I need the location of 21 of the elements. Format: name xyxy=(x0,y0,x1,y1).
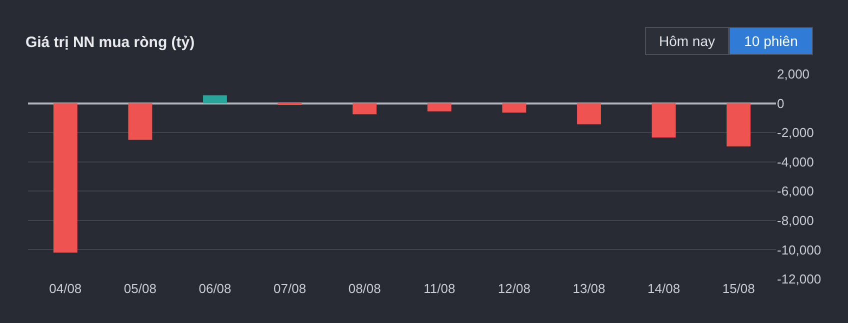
y-tick-label: 2,000 xyxy=(777,66,810,82)
y-tick-label: -8,000 xyxy=(777,212,814,228)
text: 10 phiên xyxy=(744,33,798,49)
x-tick-label: 08/08 xyxy=(348,281,381,296)
x-tick-label: 07/08 xyxy=(274,281,306,296)
x-tick-label: 13/08 xyxy=(572,281,606,296)
x-tick-label: 15/08 xyxy=(722,281,755,296)
x-tick-label: 11/08 xyxy=(424,281,456,296)
x-tick-label: 06/08 xyxy=(198,281,232,296)
y-tick-label: -4,000 xyxy=(777,154,814,170)
y-tick-label: -12,000 xyxy=(777,272,822,287)
y-tick-label: -2,000 xyxy=(777,125,814,140)
y-tick-label: -6,000 xyxy=(777,184,814,199)
y-tick-label: 0 xyxy=(777,96,784,111)
x-tick-label: 12/08 xyxy=(498,281,530,296)
y-tick-label: -10,000 xyxy=(777,242,822,258)
text: Hôm nay xyxy=(658,33,716,49)
x-tick-label: 05/08 xyxy=(124,281,156,296)
x-tick-label: 14/08 xyxy=(648,281,680,296)
x-tick-label: 04/08 xyxy=(49,281,82,296)
chart-title: Giá trị NN mua ròng (tỷ) xyxy=(25,34,195,52)
